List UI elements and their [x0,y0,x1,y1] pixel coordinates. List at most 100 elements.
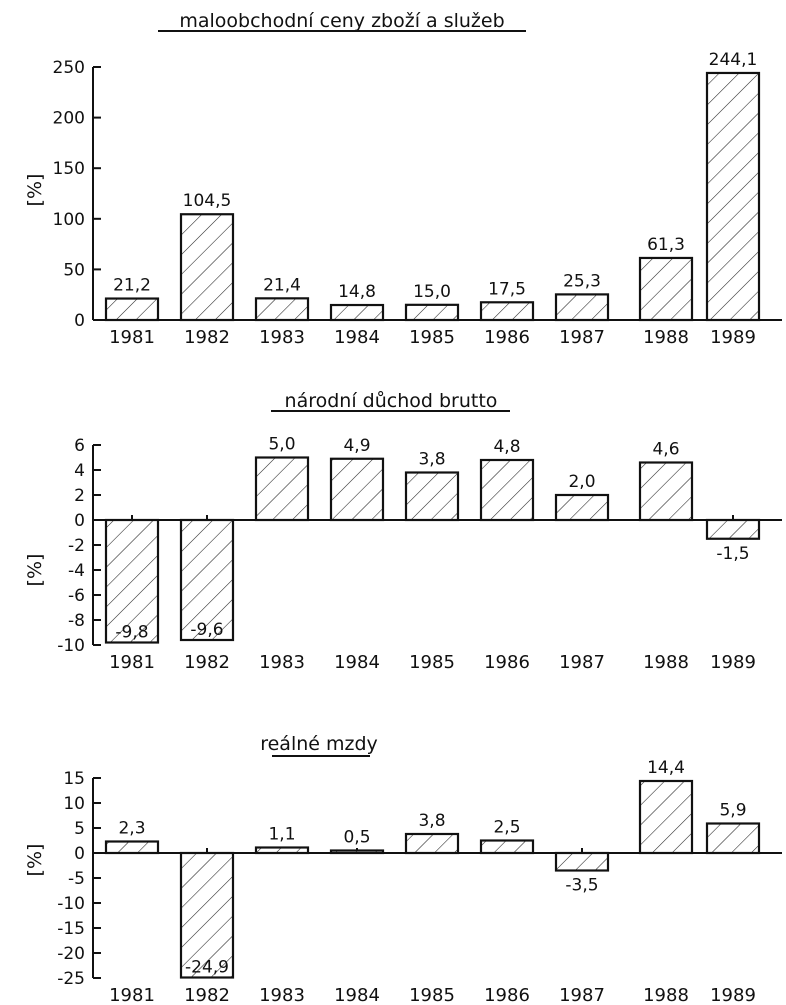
data-label: 5,0 [268,435,295,455]
data-label: 3,8 [418,450,445,470]
data-label: 17,5 [488,279,526,299]
x-tick-label: 1986 [484,652,530,673]
x-tick-label: 1982 [184,327,230,348]
y-tick-label: -25 [57,969,85,989]
bar [404,303,460,322]
data-label: -9,8 [115,623,148,643]
data-label: 4,6 [652,440,679,460]
data-label: 61,3 [647,235,685,255]
y-tick-label: 150 [53,159,85,179]
x-tick-label: 1983 [259,985,305,1005]
y-tick-label: 0 [74,311,85,331]
data-label: -1,5 [716,544,749,564]
y-tick-label: -2 [68,536,85,556]
x-axis-labels: 1981 1982 1983 1984 1985 1986 1987 1988 1989 [109,652,756,673]
chart-title: maloobchodní ceny zboží a služeb [179,10,504,32]
y-tick-label: 5 [74,819,85,839]
y-tick-label: 50 [63,260,85,280]
y-tick-label: -6 [68,586,85,606]
x-tick-label: 1981 [109,985,155,1005]
y-tick-label: -10 [57,636,85,656]
x-tick-label: 1988 [643,652,689,673]
y-tick-label: 4 [74,461,85,481]
bar [329,849,385,855]
bar [705,822,761,855]
bars: -9,8 -9,6 5,0 4,9 3,8 4,8 2,0 4,6 -1,5 [104,435,761,644]
x-tick-label: 1988 [643,327,689,348]
x-tick-label: 1987 [559,985,605,1005]
y-tick-label: 10 [63,794,85,814]
bar [179,851,235,979]
x-tick-label: 1986 [484,985,530,1005]
bars: 21,2 104,5 21,4 14,8 15,0 17,5 25,3 61,3 244,1 [104,50,761,322]
x-tick-label: 1984 [334,985,380,1005]
bar [554,293,610,322]
chart-panel-national-income: národní důchod brutto [%] 6 4 2 0 -2 -4 -6 -8 -1… [24,390,782,673]
y-tick-label: 2 [74,486,85,506]
bar [638,779,694,855]
data-label: 3,8 [418,811,445,831]
x-axis-labels: 1981 1982 1983 1984 1985 1986 1987 1988 1989 [109,327,756,348]
y-tick-label: 0 [74,511,85,531]
bar [104,297,160,322]
y-tick-label: -20 [57,944,85,964]
data-label: -3,5 [565,876,598,896]
x-tick-label: 1985 [409,985,455,1005]
data-label: 2,3 [118,819,145,839]
bar [179,518,235,642]
bar [404,471,460,522]
data-label: 1,1 [268,825,295,845]
bar [479,458,535,522]
y-tick-label: -8 [68,611,85,631]
y-tick-label: 200 [53,109,85,129]
x-tick-label: 1983 [259,652,305,673]
bar [104,840,160,855]
y-tick-label: 15 [63,769,85,789]
bar [254,456,310,522]
y-tick-label: 100 [53,210,85,230]
chart-panel-retail-prices: maloobchodní ceny zboží a služeb [%] 250… [24,10,782,348]
y-tick-label: 6 [74,436,85,456]
data-label: 2,5 [493,818,520,838]
bar [479,839,535,855]
data-label: 5,9 [719,801,746,821]
x-tick-label: 1988 [643,985,689,1005]
x-tick-label: 1981 [109,652,155,673]
x-tick-label: 1985 [409,652,455,673]
x-axis-labels: 1981 1982 1983 1984 1985 1986 1987 1988 1989 [109,985,756,1005]
y-axis-label: [%] [24,554,46,587]
bar [329,303,385,322]
x-tick-label: 1989 [710,652,756,673]
data-label: 4,8 [493,437,520,457]
x-tick-label: 1981 [109,327,155,348]
x-tick-label: 1982 [184,985,230,1005]
y-tick-label: 0 [74,844,85,864]
x-tick-label: 1989 [710,985,756,1005]
y-tick-label: -15 [57,919,85,939]
y-axis-label: [%] [24,844,46,877]
y-tick-label: 250 [53,58,85,78]
y-tick-label: -4 [68,561,85,581]
x-tick-label: 1989 [710,327,756,348]
x-tick-label: 1986 [484,327,530,348]
bar [404,832,460,855]
bar [254,297,310,322]
x-tick-label: 1987 [559,652,605,673]
data-label: 2,0 [568,472,595,492]
bar [705,71,761,322]
chart-title: národní důchod brutto [285,390,498,412]
data-label: 25,3 [563,271,601,291]
y-axis-label: [%] [24,174,46,207]
data-label: 104,5 [183,191,232,211]
x-tick-label: 1985 [409,327,455,348]
x-tick-label: 1984 [334,652,380,673]
bar [254,846,310,855]
y-tick-label: -10 [57,894,85,914]
bar [104,518,160,644]
x-tick-label: 1987 [559,327,605,348]
y-tick-label: -5 [68,869,85,889]
bar [638,461,694,522]
data-label: 14,8 [338,282,376,302]
data-label: -24,9 [185,958,229,978]
